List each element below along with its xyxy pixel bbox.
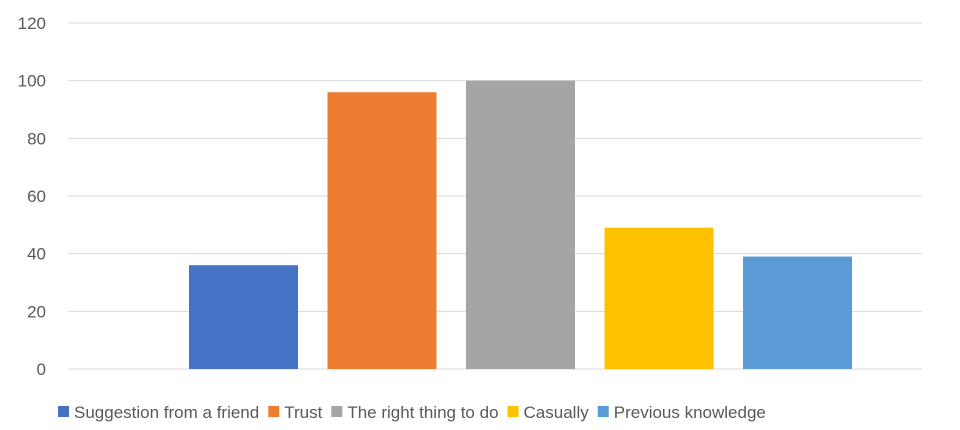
legend-label: Suggestion from a friend [74, 403, 259, 422]
y-tick-label: 100 [18, 72, 46, 91]
legend-swatch [331, 406, 343, 417]
legend: Suggestion from a friend Trust The right t… [58, 403, 766, 422]
legend-swatch [58, 406, 69, 417]
legend-label: Casually [524, 403, 590, 422]
legend-swatch [597, 406, 609, 417]
legend-swatch [507, 406, 519, 417]
y-tick-label: 80 [27, 129, 46, 148]
y-tick-label: 40 [27, 245, 46, 264]
legend-label: Trust [284, 403, 322, 422]
bar [743, 256, 852, 369]
bars [189, 80, 852, 370]
bar [189, 265, 298, 369]
legend-label: The right thing to do [347, 403, 498, 422]
bar [466, 80, 575, 370]
y-tick-label: 0 [37, 360, 46, 379]
y-axis: 0 20 40 60 80 100 120 [18, 14, 46, 379]
legend-swatch [268, 406, 280, 417]
bar [604, 227, 714, 369]
y-tick-label: 20 [27, 302, 46, 321]
y-tick-label: 120 [18, 14, 46, 33]
legend-label: Previous knowledge [614, 403, 766, 422]
y-tick-label: 60 [27, 187, 46, 206]
bar [327, 92, 437, 369]
